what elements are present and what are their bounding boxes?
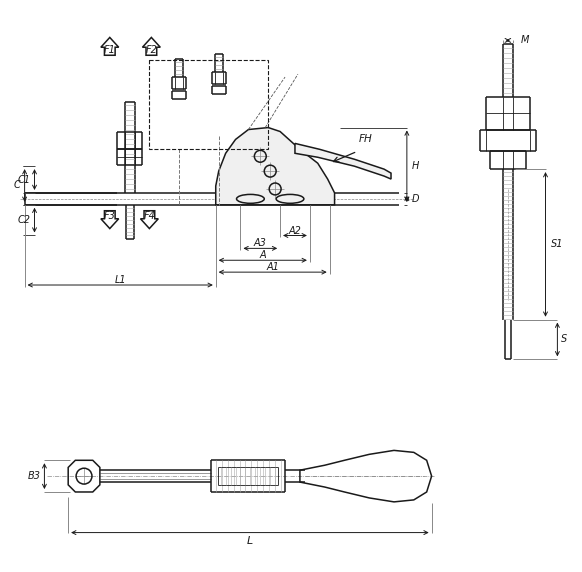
Text: L1: L1 bbox=[114, 275, 126, 285]
Text: F4: F4 bbox=[143, 211, 155, 221]
Text: S: S bbox=[562, 335, 567, 344]
Text: H: H bbox=[412, 161, 419, 171]
Text: A2: A2 bbox=[289, 225, 301, 236]
Text: M: M bbox=[520, 35, 529, 45]
Text: S1: S1 bbox=[551, 240, 563, 249]
Text: D: D bbox=[412, 194, 419, 204]
Polygon shape bbox=[216, 128, 335, 205]
Text: C2: C2 bbox=[17, 215, 30, 225]
Text: A1: A1 bbox=[266, 262, 279, 272]
Text: B3: B3 bbox=[27, 471, 41, 481]
Polygon shape bbox=[101, 210, 119, 229]
Polygon shape bbox=[295, 144, 391, 179]
Text: C1: C1 bbox=[17, 174, 30, 185]
Text: FH: FH bbox=[359, 134, 372, 145]
Text: F1: F1 bbox=[104, 45, 116, 55]
Polygon shape bbox=[101, 37, 119, 55]
Text: L: L bbox=[247, 535, 253, 546]
Text: F2: F2 bbox=[146, 45, 157, 55]
Text: A3: A3 bbox=[254, 239, 267, 248]
Text: A: A bbox=[260, 251, 266, 260]
Text: F3: F3 bbox=[104, 211, 116, 221]
Text: C: C bbox=[14, 181, 20, 190]
Polygon shape bbox=[143, 37, 160, 55]
Polygon shape bbox=[140, 210, 158, 229]
